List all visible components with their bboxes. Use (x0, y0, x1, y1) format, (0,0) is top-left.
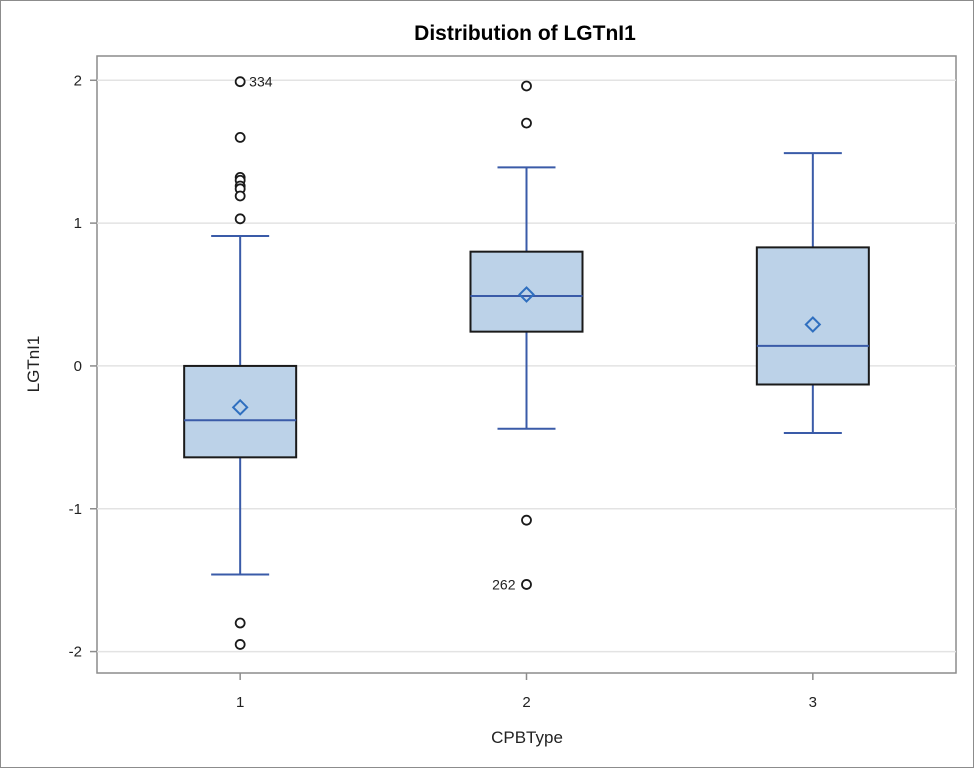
outlier-point (234, 639, 246, 650)
box-group-1: 334 (183, 74, 298, 650)
mean-marker (231, 398, 249, 416)
y-tick-label: 2 (74, 72, 82, 89)
outlier-point (234, 132, 246, 143)
box-group-2: 262 (469, 80, 584, 592)
y-tick-label: -2 (69, 644, 82, 661)
mean-marker (804, 316, 822, 333)
chart-title: Distribution of LGTnI1 (414, 22, 636, 45)
outlier-point (521, 117, 532, 129)
y-axis-label: LGTnI1 (24, 336, 43, 393)
outlier-point (234, 617, 246, 629)
mean-marker (518, 286, 535, 303)
outlier-point (234, 213, 246, 225)
x-tick-label: 3 (809, 694, 817, 711)
outlier-label: 334 (249, 74, 273, 90)
y-tick-label: 1 (74, 215, 82, 232)
outlier-point (521, 514, 532, 526)
axes: -2 -1 0 1 2 1 2 3 (69, 72, 817, 711)
outlier-point (234, 76, 246, 88)
outlier-point (234, 190, 246, 202)
x-axis-label: CPBType (491, 728, 563, 747)
boxes: 334 262 (183, 74, 870, 650)
iqr-box (183, 364, 298, 459)
outlier-point (521, 579, 532, 590)
iqr-box (469, 250, 584, 333)
x-tick-label: 2 (522, 694, 530, 711)
x-tick-label: 1 (236, 694, 244, 711)
y-tick-label: -1 (69, 501, 82, 518)
outlier-point (521, 80, 532, 92)
box-group-3 (755, 152, 870, 435)
y-tick-label: 0 (74, 358, 82, 375)
iqr-box (755, 246, 870, 386)
outlier-label: 262 (492, 576, 516, 592)
